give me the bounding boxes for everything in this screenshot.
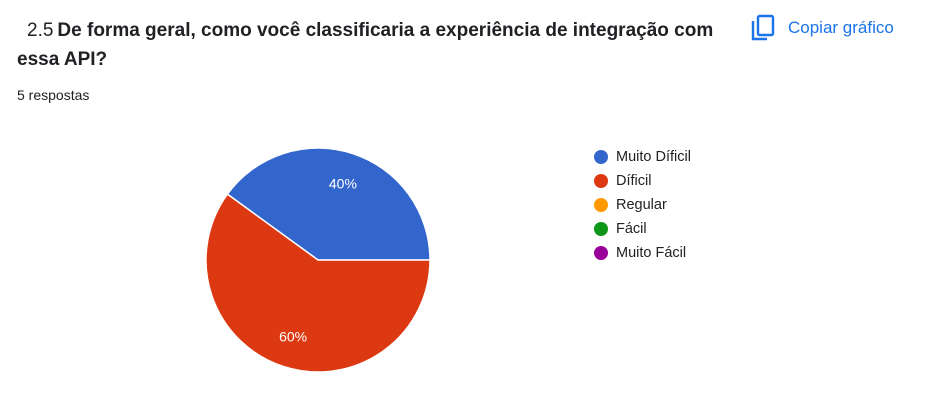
- pie-slice-1: [226, 147, 431, 261]
- legend-label: Regular: [616, 197, 667, 213]
- question-number: 2.5: [27, 20, 54, 41]
- pie-label-1: 40%: [329, 175, 357, 191]
- legend-swatch: [594, 198, 608, 212]
- copy-chart-button[interactable]: Copiar gráfico: [750, 12, 894, 44]
- legend-item: Muito Fácil: [594, 241, 691, 265]
- response-count: 5 respostas: [17, 87, 90, 103]
- legend-swatch: [594, 174, 608, 188]
- copy-chart-label: Copiar gráfico: [788, 18, 894, 37]
- legend-label: Fácil: [616, 221, 647, 237]
- question-title: 2.5 De forma geral, como você classificar…: [17, 16, 717, 74]
- copy-icon: [750, 14, 776, 42]
- chart-legend: Muito Díficil Díficil Regular Fácil Muito Fá…: [594, 145, 691, 265]
- legend-swatch: [594, 150, 608, 164]
- legend-swatch: [594, 222, 608, 236]
- legend-swatch: [594, 246, 608, 260]
- legend-item: Díficil: [594, 169, 691, 193]
- legend-label: Muito Fácil: [616, 245, 687, 261]
- pie-chart: 40% 60%: [205, 147, 431, 373]
- legend-item: Fácil: [594, 217, 691, 241]
- legend-label: Díficil: [616, 173, 652, 189]
- pie-label-2: 60%: [279, 329, 307, 345]
- legend-item: Muito Díficil: [594, 145, 691, 169]
- question-text: De forma geral, como você classificaria …: [17, 20, 714, 70]
- pie-slice-2: [205, 193, 431, 373]
- legend-label: Muito Díficil: [616, 149, 691, 165]
- legend-item: Regular: [594, 193, 691, 217]
